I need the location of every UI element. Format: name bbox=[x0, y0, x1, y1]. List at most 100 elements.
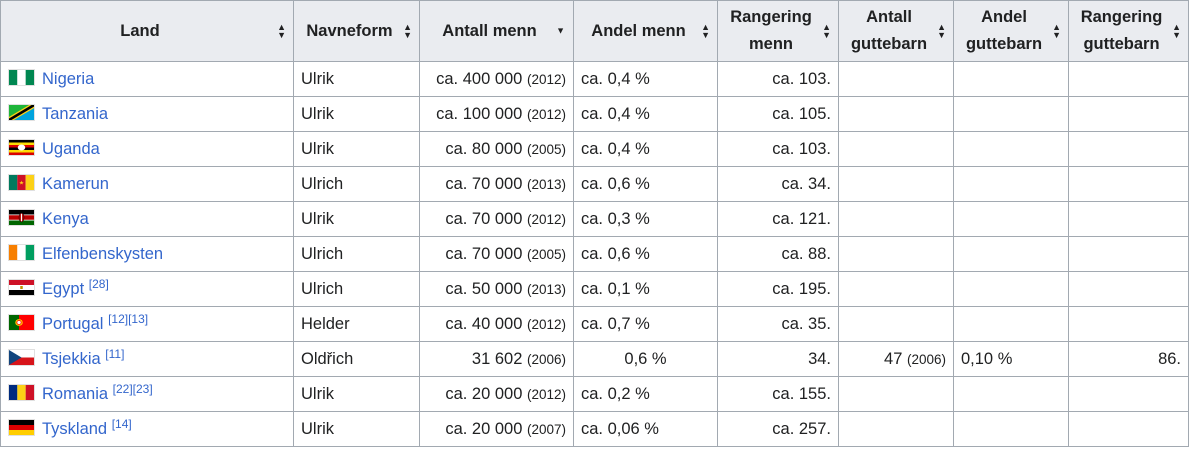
cell-men-share: ca. 0,4 % bbox=[573, 61, 718, 97]
table-row: Egypt [28] Ulrich ca. 50 000 (2013) ca. 0,1… bbox=[0, 271, 1189, 307]
cell-name-form: Ulrik bbox=[293, 96, 420, 132]
cell-boys-rank: 86. bbox=[1068, 341, 1189, 377]
nigeria-flag-icon bbox=[8, 69, 35, 86]
cell-men-rank: ca. 257. bbox=[717, 411, 839, 447]
reference-link[interactable]: [22][23] bbox=[112, 382, 153, 396]
cell-name-form: Ulrik bbox=[293, 61, 420, 97]
country-link[interactable]: Kenya bbox=[42, 210, 89, 228]
cell-men-share: ca. 0,6 % bbox=[573, 236, 718, 272]
cell-men-share: ca. 0,4 % bbox=[573, 96, 718, 132]
cell-boys-rank bbox=[1068, 61, 1189, 97]
cell-boys-share bbox=[953, 166, 1069, 202]
reference-link[interactable]: [14] bbox=[111, 417, 132, 431]
cell-boys-rank bbox=[1068, 306, 1189, 342]
cell-boys-share bbox=[953, 61, 1069, 97]
reference-superscript: [28] bbox=[89, 277, 109, 291]
year-label: (2012) bbox=[526, 106, 566, 122]
cell-men-count: ca. 70 000 (2005) bbox=[419, 236, 574, 272]
table-row: Uganda Ulrik ca. 80 000 (2005) ca. 0,4 % ca.… bbox=[0, 131, 1189, 167]
country-link[interactable]: Portugal bbox=[42, 315, 104, 333]
country-link[interactable]: Egypt bbox=[42, 280, 85, 298]
cell-country: Elfenbenskysten bbox=[0, 236, 294, 272]
tanzania-flag-icon bbox=[8, 104, 35, 121]
cell-boys-share bbox=[953, 411, 1069, 447]
column-header-andel-menn[interactable]: Andel menn ▲ ▼ bbox=[573, 0, 718, 62]
year-label: (2012) bbox=[526, 386, 566, 402]
column-header-land[interactable]: Land ▲ ▼ bbox=[0, 0, 294, 62]
reference-superscript: [14] bbox=[112, 417, 132, 431]
reference-link[interactable]: [11] bbox=[105, 347, 125, 361]
year-label: (2013) bbox=[526, 281, 566, 297]
cell-boys-count bbox=[838, 61, 954, 97]
cell-men-rank: 34. bbox=[717, 341, 839, 377]
cell-boys-rank bbox=[1068, 411, 1189, 447]
country-link[interactable]: Nigeria bbox=[42, 70, 95, 88]
cell-men-rank: ca. 35. bbox=[717, 306, 839, 342]
cell-boys-count bbox=[838, 166, 954, 202]
cell-men-share: ca. 0,1 % bbox=[573, 271, 718, 307]
cell-country: Kamerun bbox=[0, 166, 294, 202]
country-link[interactable]: Uganda bbox=[42, 140, 100, 158]
cell-men-share: ca. 0,7 % bbox=[573, 306, 718, 342]
cell-men-rank: ca. 195. bbox=[717, 271, 839, 307]
cell-name-form: Ulrik bbox=[293, 411, 420, 447]
column-header-rangering-menn[interactable]: Rangering menn ▲ ▼ bbox=[717, 0, 839, 62]
table-row: Tanzania Ulrik ca. 100 000 (2012) ca. 0,4 %… bbox=[0, 96, 1189, 132]
cell-men-count: ca. 20 000 (2012) bbox=[419, 376, 574, 412]
cell-men-rank: ca. 155. bbox=[717, 376, 839, 412]
cell-boys-count bbox=[838, 306, 954, 342]
sort-icon: ▲ ▼ bbox=[1172, 22, 1181, 40]
country-link[interactable]: Romania bbox=[42, 385, 109, 403]
cell-boys-count bbox=[838, 271, 954, 307]
country-link[interactable]: Kamerun bbox=[42, 175, 109, 193]
year-label: (2005) bbox=[526, 246, 566, 262]
country-link[interactable]: Tyskland bbox=[42, 420, 108, 438]
cell-boys-rank bbox=[1068, 166, 1189, 202]
cell-men-count: ca. 70 000 (2013) bbox=[419, 166, 574, 202]
germany-flag-icon bbox=[8, 419, 35, 436]
year-label: (2013) bbox=[526, 176, 566, 192]
cell-boys-count bbox=[838, 411, 954, 447]
czechia-flag-icon bbox=[8, 349, 35, 366]
cell-boys-count bbox=[838, 236, 954, 272]
cell-men-share: ca. 0,6 % bbox=[573, 166, 718, 202]
cell-boys-count bbox=[838, 131, 954, 167]
cell-boys-rank bbox=[1068, 131, 1189, 167]
column-header-antall-guttebarn[interactable]: Antall guttebarn ▲ ▼ bbox=[838, 0, 954, 62]
ivory-coast-flag-icon bbox=[8, 244, 35, 261]
cell-men-count: 31 602 (2006) bbox=[419, 341, 574, 377]
cell-men-rank: ca. 105. bbox=[717, 96, 839, 132]
country-link[interactable]: Tanzania bbox=[42, 105, 109, 123]
cell-name-form: Ulrich bbox=[293, 236, 420, 272]
cell-boys-share: 0,10 % bbox=[953, 341, 1069, 377]
uganda-flag-icon bbox=[8, 139, 35, 156]
cell-name-form: Helder bbox=[293, 306, 420, 342]
cell-men-rank: ca. 103. bbox=[717, 61, 839, 97]
cell-boys-share bbox=[953, 271, 1069, 307]
column-header-rangering-guttebarn[interactable]: Rangering guttebarn ▲ ▼ bbox=[1068, 0, 1189, 62]
cell-boys-share bbox=[953, 236, 1069, 272]
cell-men-share: ca. 0,06 % bbox=[573, 411, 718, 447]
country-link[interactable]: Elfenbenskysten bbox=[42, 245, 164, 263]
year-label: (2007) bbox=[526, 421, 566, 437]
column-header-antall-menn[interactable]: Antall menn ▼ bbox=[419, 0, 574, 62]
column-header-navneform[interactable]: Navneform ▲ ▼ bbox=[293, 0, 420, 62]
cell-boys-share bbox=[953, 131, 1069, 167]
cell-boys-count bbox=[838, 376, 954, 412]
reference-superscript: [12][13] bbox=[108, 312, 148, 326]
year-label: (2005) bbox=[526, 141, 566, 157]
cell-name-form: Oldřich bbox=[293, 341, 420, 377]
cell-men-count: ca. 100 000 (2012) bbox=[419, 96, 574, 132]
cell-men-count: ca. 20 000 (2007) bbox=[419, 411, 574, 447]
cell-boys-count bbox=[838, 96, 954, 132]
table-row: Kenya Ulrik ca. 70 000 (2012) ca. 0,3 % ca. … bbox=[0, 201, 1189, 237]
cell-boys-count bbox=[838, 201, 954, 237]
cell-country: Uganda bbox=[0, 131, 294, 167]
reference-link[interactable]: [28] bbox=[88, 277, 109, 291]
column-header-andel-guttebarn[interactable]: Andel guttebarn ▲ ▼ bbox=[953, 0, 1069, 62]
cell-men-count: ca. 70 000 (2012) bbox=[419, 201, 574, 237]
cell-country: Tanzania bbox=[0, 96, 294, 132]
reference-link[interactable]: [12][13] bbox=[108, 312, 149, 326]
country-link[interactable]: Tsjekkia bbox=[42, 350, 101, 368]
